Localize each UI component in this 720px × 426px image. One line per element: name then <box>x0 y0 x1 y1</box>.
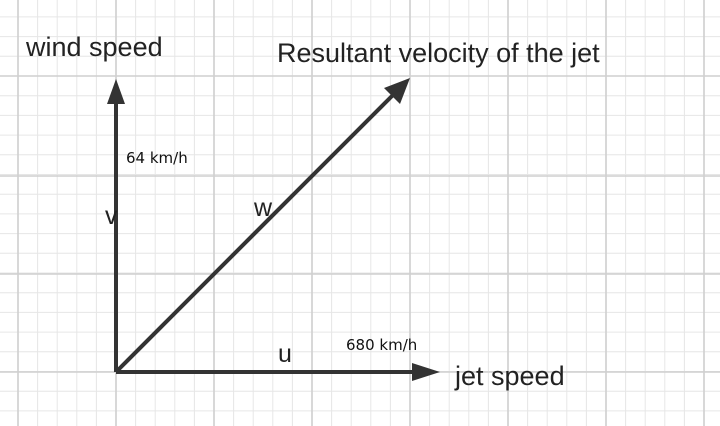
vector-w-label: w <box>253 194 273 222</box>
jet-vector-arrowhead <box>412 363 440 381</box>
resultant-vector-w <box>114 88 400 374</box>
resultant-velocity-label: Resultant velocity of the jet <box>277 38 600 68</box>
wind-speed-axis-label: wind speed <box>25 32 163 62</box>
jet-speed-value: 680 km/h <box>346 336 417 354</box>
wind-vector-arrowhead <box>107 79 125 104</box>
vector-v-label: v <box>105 202 118 230</box>
wind-speed-value: 64 km/h <box>126 149 188 167</box>
resultant-vector-arrowhead <box>384 78 410 104</box>
jet-speed-axis-label: jet speed <box>454 361 565 391</box>
vector-u-label: u <box>278 340 292 368</box>
